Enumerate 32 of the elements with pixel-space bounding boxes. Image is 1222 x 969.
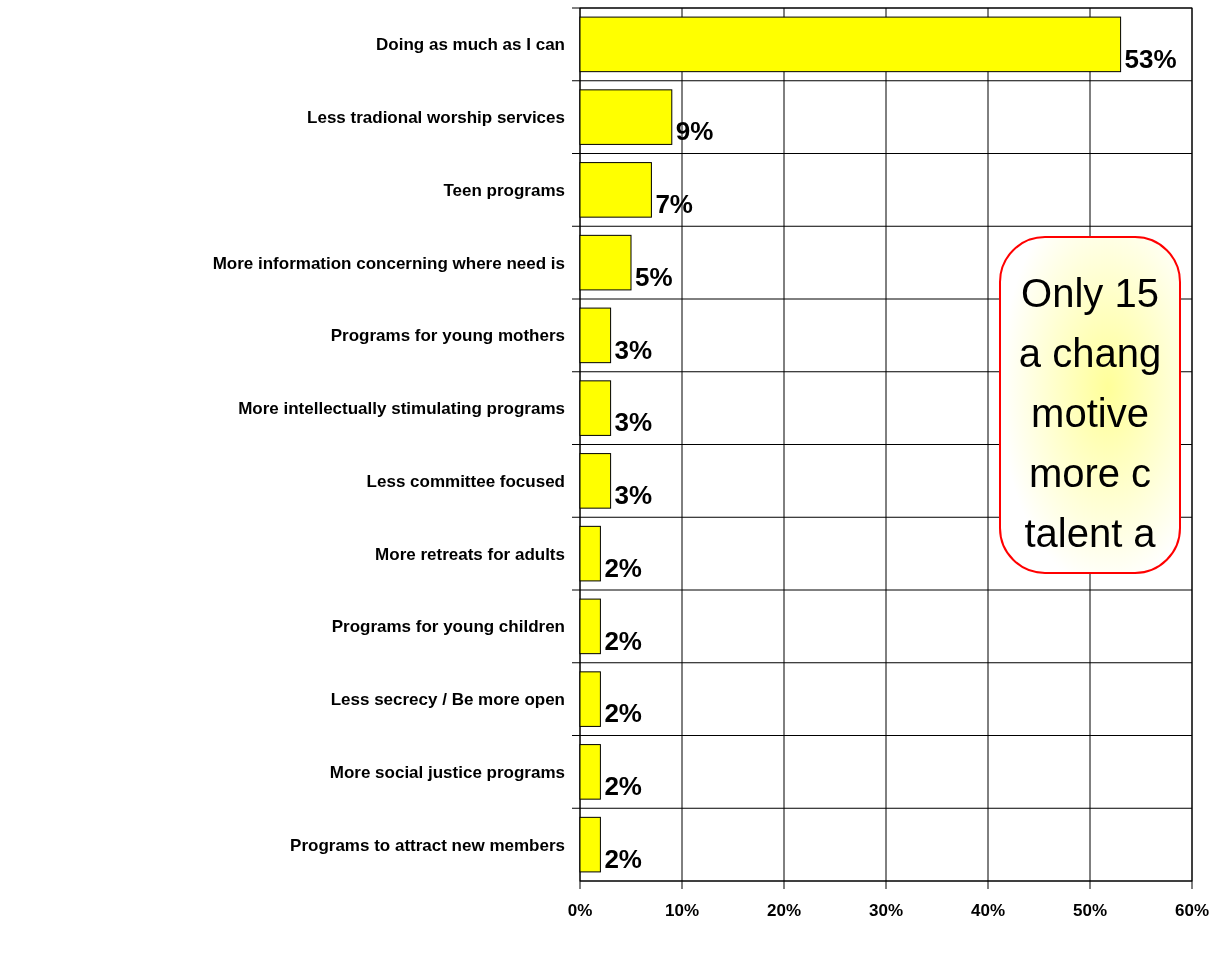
data-label: 7% <box>655 189 693 220</box>
x-tick-label: 20% <box>766 901 802 920</box>
data-label: 2% <box>604 843 642 874</box>
data-label: 2% <box>604 771 642 802</box>
y-tick-label: Less committee focused <box>366 471 565 491</box>
x-tick-label: 30% <box>868 901 904 920</box>
data-label: 53% <box>1124 43 1177 74</box>
x-tick-label: 60% <box>1174 901 1210 920</box>
y-tick-label: More information concerning where need is <box>212 253 565 273</box>
data-label: 9% <box>675 116 714 147</box>
y-tick-label: More social justice programs <box>329 762 565 782</box>
y-tick-label: Programs for young children <box>331 617 565 637</box>
y-tick-label: Doing as much as I can <box>376 35 565 55</box>
x-tick-label: 40% <box>970 901 1006 920</box>
y-tick-label: More intellectually stimulating programs <box>238 399 565 419</box>
y-tick-label: Less secrecy / Be more open <box>330 690 565 710</box>
data-label: 5% <box>635 261 673 292</box>
x-tick-label: 10% <box>664 901 700 920</box>
annotation: Only 15 a chang motive more c talent a <box>1018 271 1162 555</box>
data-label: 2% <box>604 552 642 583</box>
y-tick-label: More retreats for adults <box>375 544 565 564</box>
data-label: 3% <box>614 334 653 365</box>
y-tick-label: Less tradional worship services <box>307 108 565 128</box>
y-tick-label: Programs for young mothers <box>330 326 565 346</box>
data-label: 3% <box>614 480 653 511</box>
data-label: 3% <box>614 407 653 438</box>
x-tick-label: 0% <box>567 901 593 920</box>
y-tick-label: Teen programs <box>443 180 565 200</box>
y-tick-label: Programs to attract new members <box>290 835 565 855</box>
data-label: 2% <box>604 625 642 656</box>
x-tick-label: 50% <box>1072 901 1108 920</box>
data-label: 2% <box>604 698 642 729</box>
